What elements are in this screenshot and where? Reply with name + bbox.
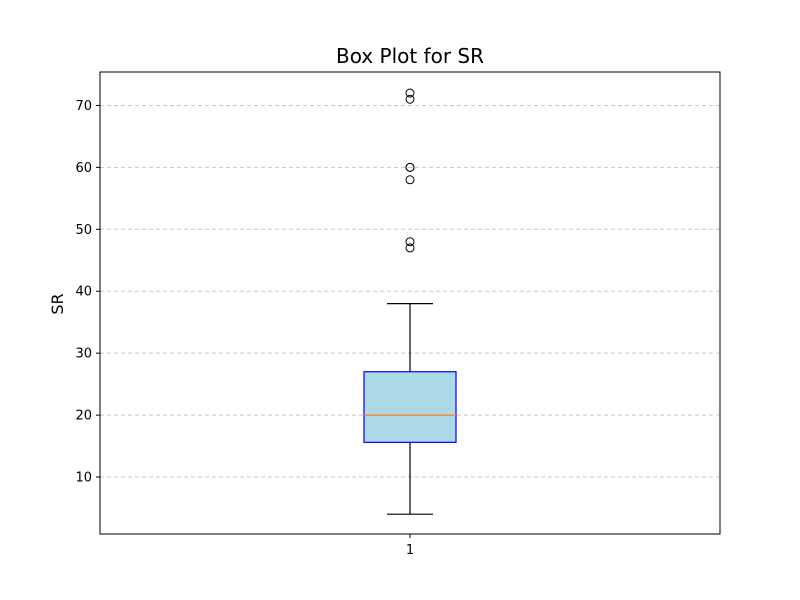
outlier-point xyxy=(405,94,415,104)
outlier-point xyxy=(405,88,415,98)
y-tick-label: 10 xyxy=(75,471,92,486)
y-tick-label: 20 xyxy=(75,409,92,424)
y-tick-label: 60 xyxy=(75,161,92,176)
y-tick-label: 70 xyxy=(75,99,92,114)
outlier-point xyxy=(405,175,415,185)
plot-frame xyxy=(99,71,721,535)
outlier-point xyxy=(405,237,415,247)
y-tick-label: 40 xyxy=(75,285,92,300)
chart-title: Box Plot for SR xyxy=(336,44,484,68)
y-axis-ticks: 10 20 30 40 50 60 70 xyxy=(75,99,100,486)
x-tick-label: 1 xyxy=(406,543,414,558)
y-axis-label: SR xyxy=(48,293,67,314)
box-series xyxy=(363,88,457,515)
y-tick-label: 30 xyxy=(75,347,92,362)
iqr-box xyxy=(363,371,457,443)
outlier-point xyxy=(405,162,415,172)
x-axis-ticks: 1 xyxy=(406,534,414,558)
outlier-point xyxy=(405,243,415,253)
y-tick-label: 50 xyxy=(75,223,92,238)
